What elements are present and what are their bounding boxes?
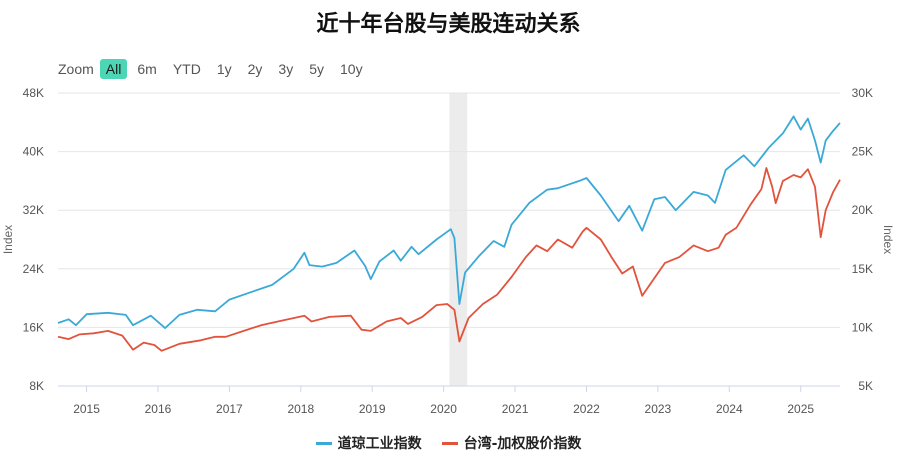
x-tick-label: 2023: [645, 402, 672, 416]
y-left-tick-label: 8K: [29, 379, 44, 393]
x-tick-label: 2025: [787, 402, 814, 416]
legend-swatch-dow: [315, 441, 332, 445]
x-tick-label: 2024: [716, 402, 743, 416]
dow-jones-series-line: [57, 115, 841, 329]
taiex-series-line: [57, 167, 841, 352]
zoom-all-button[interactable]: All: [99, 59, 128, 79]
legend-item-dow[interactable]: 道琼工业指数: [315, 433, 422, 453]
y-right-tick-label: 5K: [858, 379, 873, 393]
zoom-1y-button[interactable]: 1y: [216, 61, 232, 77]
zoom-range-selector: Zoom All 6m YTD 1y 2y 3y 5y 10y: [58, 58, 373, 80]
y-left-axis-title: Index: [1, 225, 15, 254]
legend-label-taiex: 台湾-加权股价指数: [463, 436, 582, 452]
x-tick-label: 2015: [73, 402, 100, 416]
x-tick-label: 2018: [287, 402, 314, 416]
x-tick-label: 2019: [359, 402, 386, 416]
legend-swatch-taiex: [441, 441, 458, 445]
zoom-label: Zoom: [58, 61, 94, 77]
y-right-tick-label: 30K: [852, 86, 873, 100]
y-right-axis-title: Index: [881, 225, 895, 254]
x-tick-label: 2017: [216, 402, 243, 416]
zoom-6m-button[interactable]: 6m: [137, 61, 157, 77]
zoom-5y-button[interactable]: 5y: [309, 61, 324, 77]
chart-legend: 道琼工业指数 台湾-加权股价指数: [0, 433, 897, 453]
y-right-tick-label: 20K: [852, 203, 873, 217]
y-right-tick-label: 10K: [852, 320, 873, 334]
chart-title: 近十年台股与美股连动关系: [316, 12, 581, 37]
x-tick-label: 2016: [145, 402, 172, 416]
zoom-ytd-button[interactable]: YTD: [172, 61, 201, 77]
shaded-band: [449, 93, 468, 386]
y-left-tick-label: 32K: [23, 203, 44, 217]
zoom-3y-button[interactable]: 3y: [278, 61, 294, 77]
y-left-tick-label: 24K: [23, 262, 44, 276]
x-tick-label: 2021: [502, 402, 529, 416]
y-left-tick-label: 16K: [23, 320, 44, 334]
legend-item-taiex[interactable]: 台湾-加权股价指数: [441, 433, 582, 453]
y-left-tick-label: 48K: [23, 86, 44, 100]
y-right-tick-label: 25K: [852, 145, 873, 159]
zoom-10y-button[interactable]: 10y: [340, 61, 363, 77]
x-tick-label: 2022: [573, 402, 600, 416]
legend-label-dow: 道琼工业指数: [337, 436, 422, 452]
zoom-2y-button[interactable]: 2y: [247, 61, 263, 77]
y-left-tick-label: 40K: [23, 145, 44, 159]
x-tick-label: 2020: [430, 402, 457, 416]
y-right-tick-label: 15K: [852, 262, 873, 276]
